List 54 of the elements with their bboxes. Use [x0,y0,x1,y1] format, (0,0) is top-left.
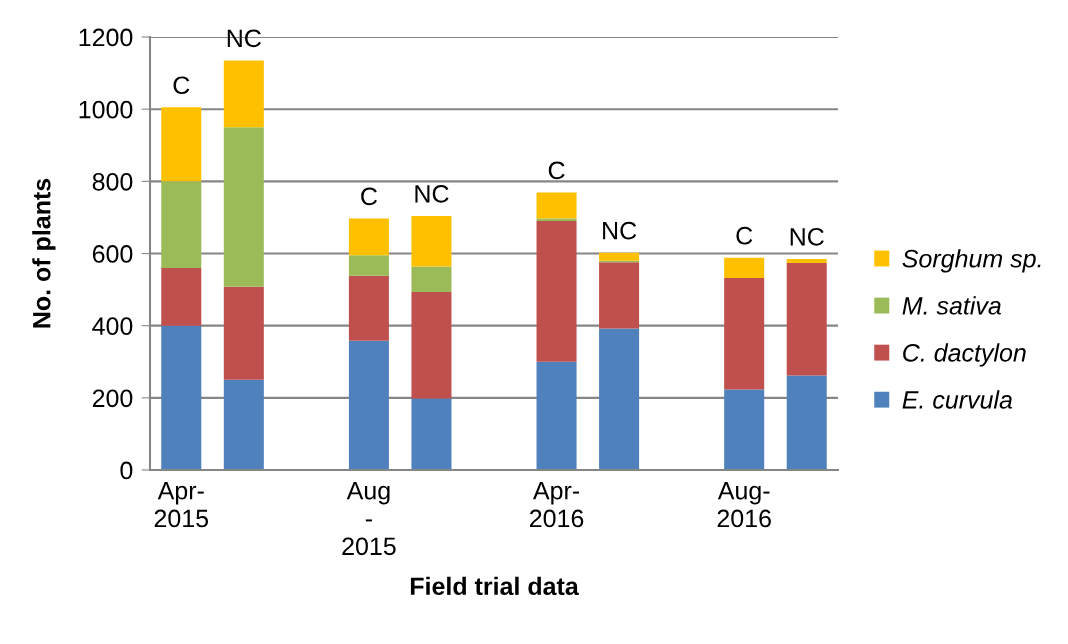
legend-label: C. dactylon [903,343,1026,367]
data-label: C [548,161,565,180]
bar [348,255,389,276]
bar [536,221,577,362]
bar [161,267,202,326]
bar [223,286,264,380]
bar [786,262,827,376]
y-axis-title: No. of plants [32,178,56,328]
y-tick-label: 400 [92,317,133,335]
bar [161,181,202,268]
legend-label: M. sativa [902,296,1001,315]
bar [599,262,640,329]
legend-label: Sorghum sp. [902,249,1041,273]
bar [348,340,389,470]
x-tick-label: Apr- 2015 [154,482,209,528]
y-tick-label: 600 [92,245,133,263]
bar [161,325,202,470]
bar [411,292,452,399]
x-axis-title: Field trial data [410,576,579,596]
bar [786,258,827,263]
bar [411,266,452,293]
bar [536,218,577,222]
data-label: NC [227,29,261,48]
bar [724,257,765,279]
bar [348,275,389,341]
bar [161,107,202,182]
x-tick-label: Aug - 2015 [342,482,396,556]
bar [599,252,640,261]
data-label: C [361,187,377,206]
legend-label: E. curvula [902,390,1013,409]
bar [724,389,765,470]
x-tick-label: Apr- 2016 [530,482,584,528]
data-label: NC [603,221,637,240]
bar [223,127,264,287]
data-label: NC [790,227,824,246]
y-tick-label: 800 [92,172,133,191]
bar [724,278,765,390]
y-tick-label: 0 [120,461,133,480]
bar [411,398,452,470]
y-tick-label: 200 [92,389,133,408]
data-label: C [173,76,190,95]
bar [536,361,577,470]
y-tick-label: 1200 [79,28,133,47]
x-tick-label: Aug- 2016 [717,482,771,528]
data-label: NC [415,185,449,203]
bar [411,215,452,267]
bar [223,379,264,470]
bar [599,328,640,470]
data-label: C [736,226,753,245]
bar [348,218,389,256]
y-tick-label: 1000 [79,100,133,119]
bar [786,375,827,470]
bar [223,60,264,128]
bar [536,192,577,219]
